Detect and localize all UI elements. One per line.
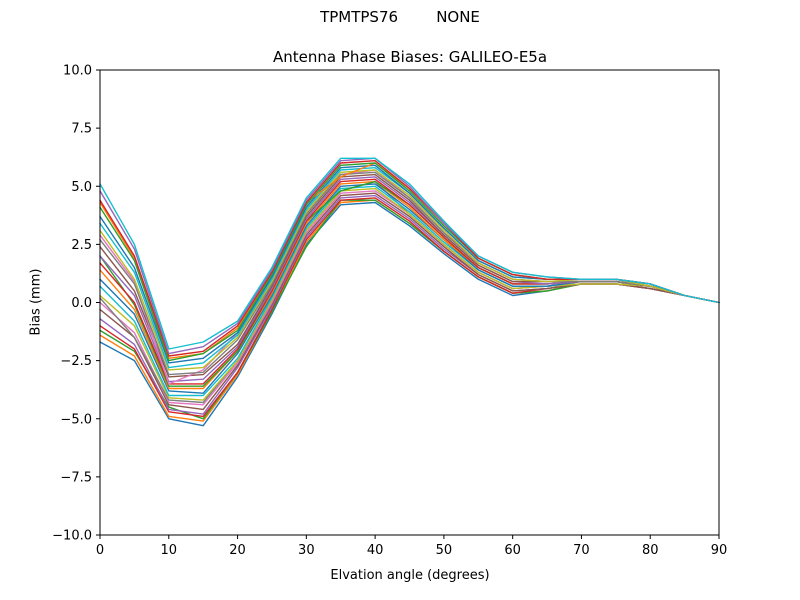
y-tick-label: −2.5 xyxy=(60,354,92,369)
y-tick-label: 0.0 xyxy=(71,296,92,311)
y-tick-label: −10.0 xyxy=(52,529,92,544)
y-tick-label: 5.0 xyxy=(71,180,92,195)
x-tick-label: 60 xyxy=(504,543,521,558)
y-tick-label: −5.0 xyxy=(60,412,92,427)
x-tick-label: 0 xyxy=(96,543,104,558)
x-tick-label: 20 xyxy=(229,543,246,558)
x-tick-label: 40 xyxy=(367,543,384,558)
x-axis-label: Elvation angle (degrees) xyxy=(330,568,490,583)
y-tick-label: 10.0 xyxy=(63,64,92,79)
figure-suptitle: TPMTPS76 NONE xyxy=(320,8,480,26)
x-tick-label: 90 xyxy=(711,543,728,558)
y-axis-label: Bias (mm) xyxy=(28,268,44,336)
x-tick-label: 70 xyxy=(573,543,590,558)
axes-box xyxy=(99,69,720,536)
series-line xyxy=(99,183,720,394)
x-tick-label: 80 xyxy=(642,543,659,558)
series-line xyxy=(99,159,720,357)
series-line xyxy=(99,157,720,350)
series-line xyxy=(99,194,720,415)
x-tick-label: 10 xyxy=(161,543,178,558)
x-tick-label: 30 xyxy=(298,543,315,558)
y-tick-label: 2.5 xyxy=(71,238,92,253)
y-tick-label: −7.5 xyxy=(60,470,92,485)
series-line xyxy=(99,187,720,401)
y-tick-label: 7.5 xyxy=(71,122,92,137)
series-line xyxy=(99,171,720,376)
series-line xyxy=(99,157,720,355)
x-tick-label: 50 xyxy=(436,543,453,558)
series-line xyxy=(99,162,720,359)
chart-title: Antenna Phase Biases: GALILEO-E5a xyxy=(272,48,548,66)
